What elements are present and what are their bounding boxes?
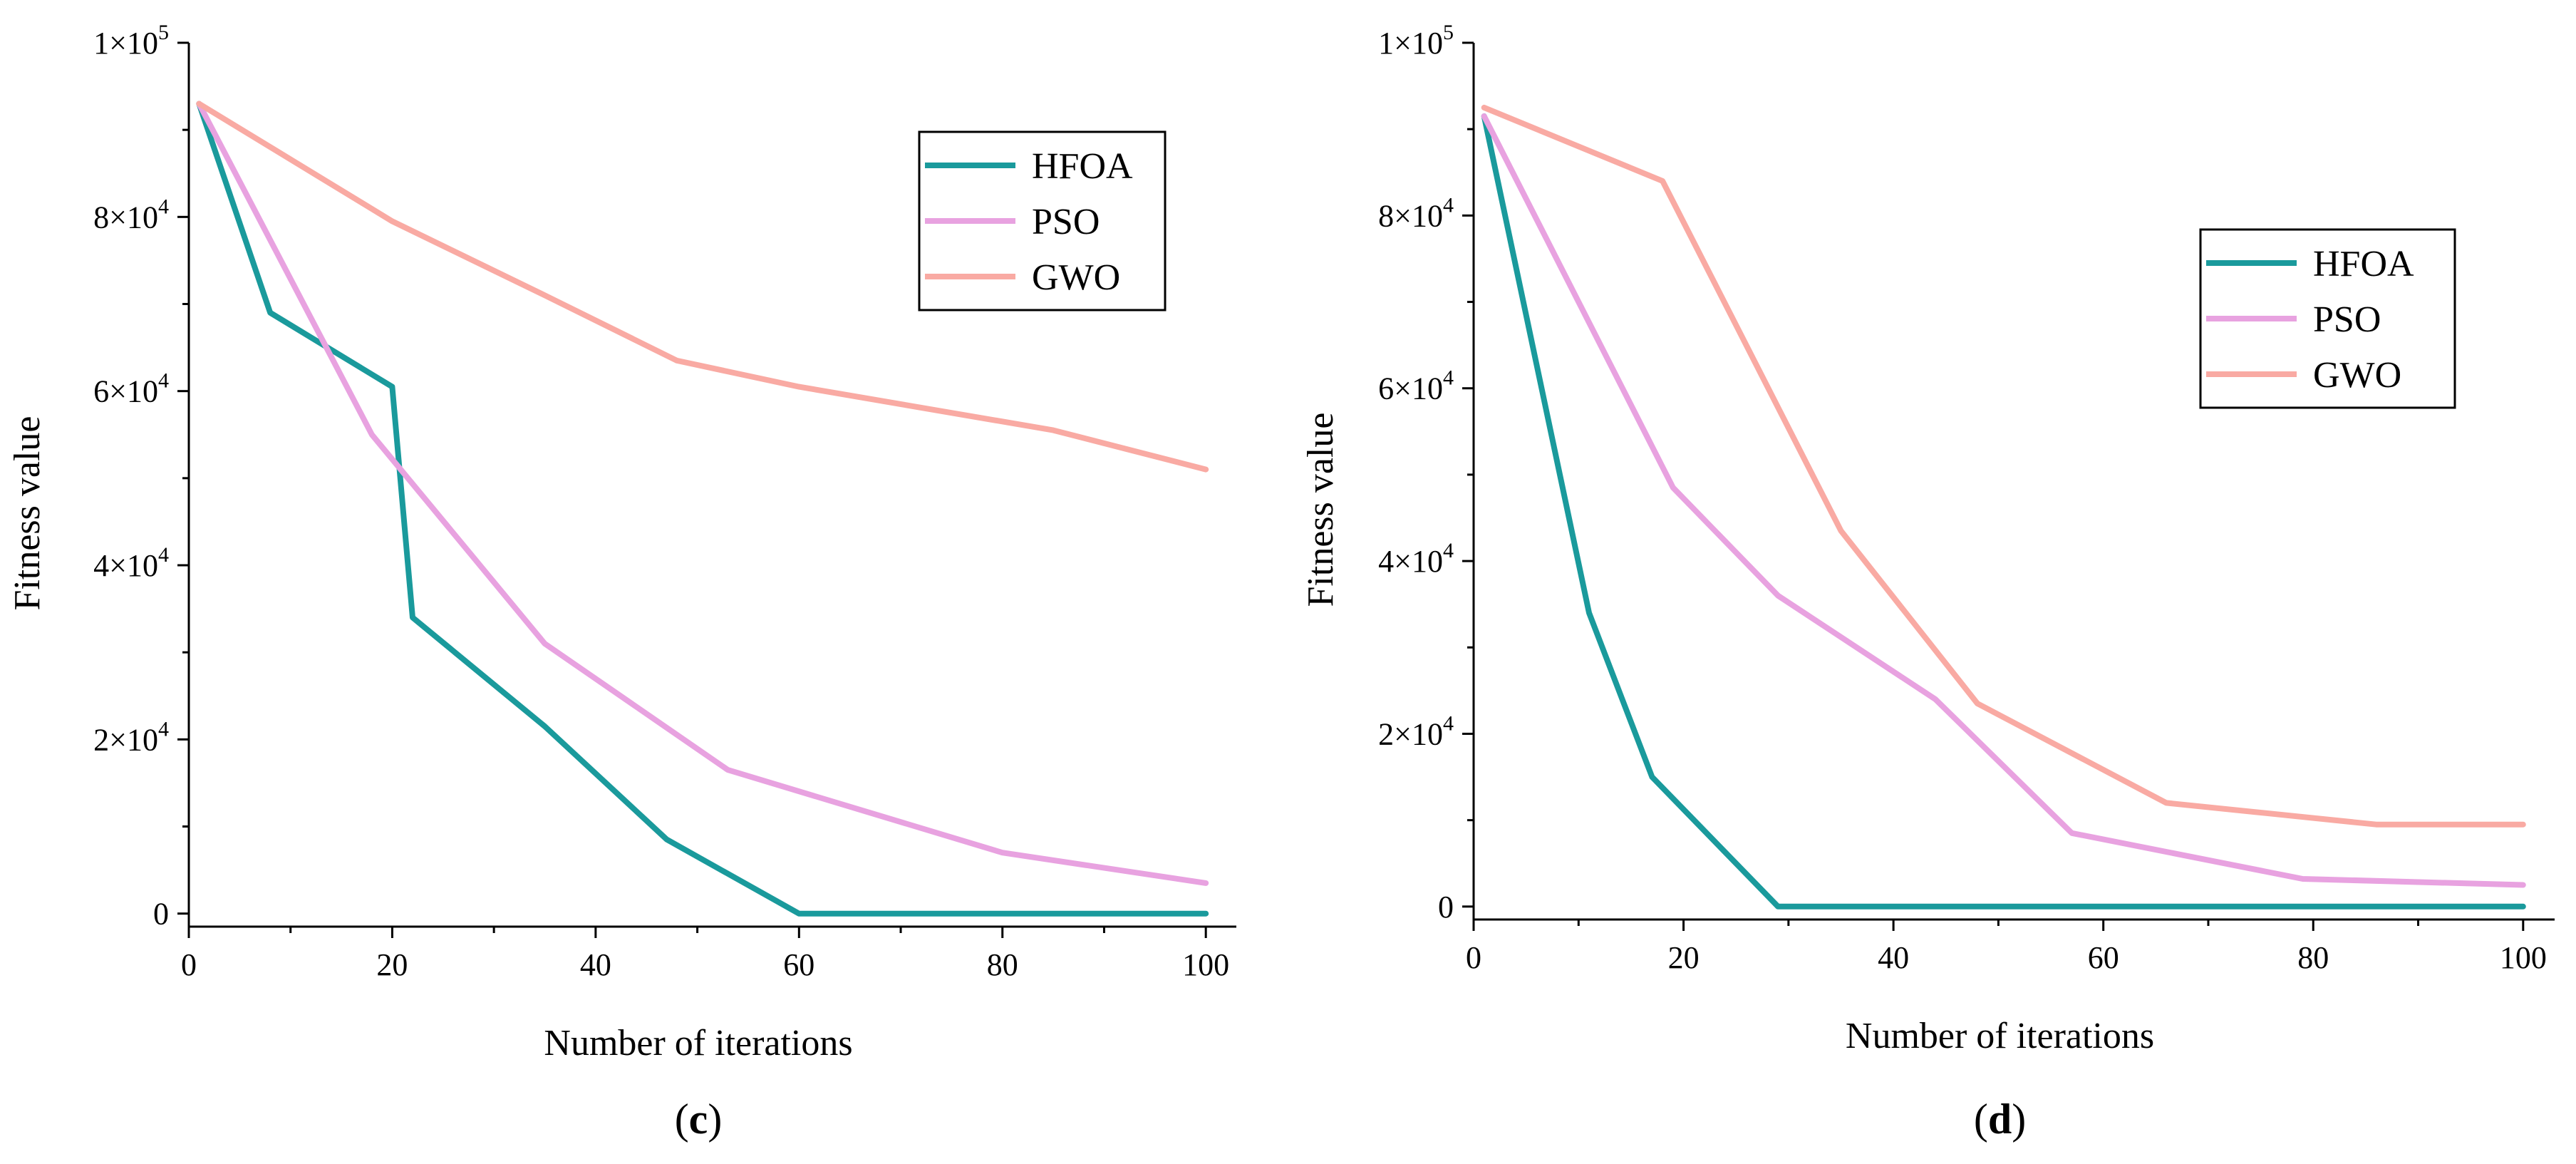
series-line-gwo-d (1481, 104, 2526, 828)
y-tick-exponent: 4 (158, 543, 169, 567)
series-line-hfoa-c (196, 101, 1209, 917)
y-tick-label-c: 0 (153, 897, 169, 932)
chart-d-svg: 0 20 40 60 80 100 0 2×104 4×104 6×104 8×104 1×105 Nu… (1300, 21, 2555, 1143)
x-tick-label-d: 80 (2297, 940, 2329, 975)
panel-caption-c: (c) (675, 1096, 723, 1143)
x-tick-label-c: 0 (181, 947, 197, 982)
x-tick-label-d: 40 (1878, 940, 1909, 975)
y-tick-exponent: 4 (158, 195, 169, 218)
legend-label-pso-d: PSO (2313, 299, 2381, 340)
series-line-gwo-c (196, 101, 1209, 473)
x-axis-title-d: Number of iterations (1846, 1016, 2154, 1056)
series-line-pso-d (1481, 113, 2526, 888)
y-tick-label-d: 6×104 (1378, 366, 1454, 406)
legend-label-hfoa-c: HFOA (1032, 146, 1133, 187)
panel-caption-d: (d) (1974, 1096, 2026, 1143)
chart-c-svg: 0 20 40 60 80 100 0 2×104 4×104 6×104 8×104 1×105 Nu… (7, 21, 1236, 1143)
x-tick-label-c: 80 (987, 947, 1018, 982)
legend-label-gwo-c: GWO (1032, 257, 1120, 298)
y-tick-label-c: 1×105 (93, 21, 169, 61)
panel-caption-letter: d (1988, 1096, 2012, 1143)
y-tick-label-d: 2×104 (1378, 711, 1454, 751)
x-tick-label-d: 60 (2088, 940, 2119, 975)
y-tick-exponent: 4 (1443, 711, 1454, 735)
y-tick-label-d: 0 (1438, 890, 1454, 924)
y-tick-label-c: 4×104 (93, 543, 169, 583)
y-tick-label-d: 8×104 (1378, 193, 1454, 233)
legend-label-gwo-d: GWO (2313, 355, 2401, 396)
y-tick-exponent: 4 (158, 369, 169, 393)
x-tick-label-d: 100 (2500, 940, 2547, 975)
y-tick-label-c: 2×104 (93, 717, 169, 757)
y-axis-title-c: Fitness value (7, 416, 48, 611)
chart-panel-c: 0 20 40 60 80 100 0 2×104 4×104 6×104 8×104 1×105 Nu… (0, 0, 1283, 1164)
y-tick-exponent: 4 (158, 717, 169, 741)
x-axis-title-c: Number of iterations (544, 1023, 852, 1063)
series-line-pso-c (196, 101, 1209, 886)
y-tick-label-c: 8×104 (93, 195, 169, 235)
y-tick-label-c: 6×104 (93, 369, 169, 409)
x-tick-label-c: 40 (580, 947, 611, 982)
legend-label-pso-c: PSO (1032, 202, 1100, 242)
y-tick-exponent: 4 (1443, 193, 1454, 217)
x-tick-label-c: 100 (1182, 947, 1229, 982)
panel-caption-letter: c (689, 1096, 708, 1143)
x-tick-label-d: 0 (1466, 940, 1481, 975)
y-tick-exponent: 5 (158, 21, 169, 44)
x-tick-label-c: 20 (376, 947, 408, 982)
x-tick-label-d: 20 (1668, 940, 1700, 975)
y-tick-exponent: 4 (1443, 539, 1454, 562)
y-axis-title-d: Fitness value (1300, 413, 1341, 607)
legend-label-hfoa-d: HFOA (2313, 244, 2414, 284)
y-tick-label-d: 4×104 (1378, 539, 1454, 579)
y-tick-exponent: 4 (1443, 366, 1454, 390)
series-line-hfoa-d (1481, 113, 2526, 910)
chart-panel-d: 0 20 40 60 80 100 0 2×104 4×104 6×104 8×104 1×105 Nu… (1283, 0, 2576, 1164)
y-tick-exponent: 5 (1443, 21, 1454, 44)
x-tick-label-c: 60 (783, 947, 814, 982)
y-tick-label-d: 1×105 (1378, 21, 1454, 61)
